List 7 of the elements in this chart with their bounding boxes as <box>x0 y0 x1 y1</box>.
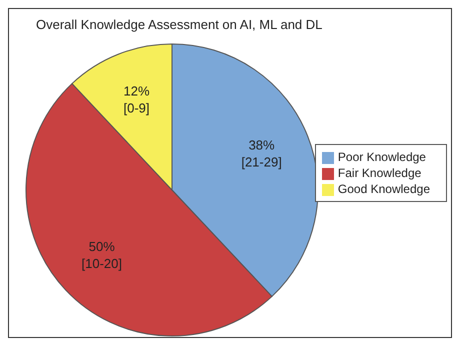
data-label: 12% [0-9] <box>124 84 150 116</box>
legend-label: Fair Knowledge <box>338 166 422 180</box>
chart-title: Overall Knowledge Assessment on AI, ML and DL <box>36 17 322 32</box>
data-label: 38% [21-29] <box>241 138 282 170</box>
data-label: 50% [10-20] <box>82 239 122 272</box>
legend-label: Good Knowledge <box>338 182 430 196</box>
legend-label: Poor Knowledge <box>338 150 426 164</box>
